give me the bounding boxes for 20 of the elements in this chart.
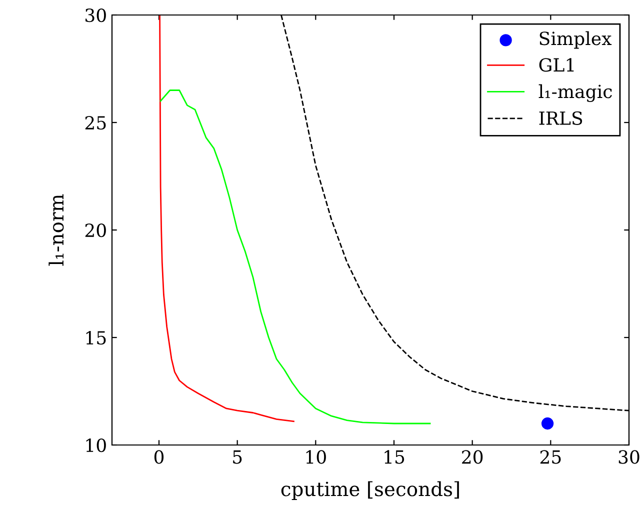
y-tick-label: 10 (86, 438, 106, 452)
x-tick-label: 30 (618, 450, 640, 464)
legend-label: Simplex (540, 31, 612, 49)
y-tick-label: 20 (85, 223, 106, 238)
x-tick-label: 25 (540, 450, 561, 464)
legend-label: IRLS (539, 111, 582, 125)
x-tick-label: 15 (384, 450, 404, 464)
x-axis-title: cputime [seconds] (281, 481, 459, 500)
legend-label: l₁-magic (538, 84, 612, 102)
x-tick-label: 20 (462, 450, 483, 464)
x-tick-label: 10 (306, 450, 326, 464)
y-tick-label: 30 (86, 8, 106, 22)
y-axis-title: l₁-norm (48, 194, 64, 266)
y-tick-label: 15 (86, 330, 106, 345)
line-series (159, 15, 294, 422)
x-tick-label: 5 (233, 450, 242, 464)
y-tick-label: 25 (85, 116, 106, 130)
x-tick-label: 0 (154, 450, 164, 464)
legend-label: GL1 (539, 58, 574, 72)
line-series (160, 90, 431, 424)
